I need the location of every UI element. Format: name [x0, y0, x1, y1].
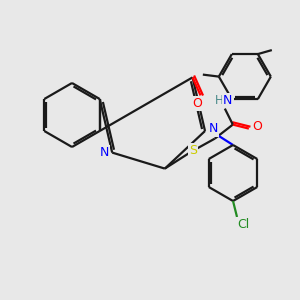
Text: O: O — [193, 97, 202, 110]
Text: O: O — [252, 120, 262, 133]
Text: Cl: Cl — [237, 218, 249, 232]
Text: N: N — [208, 122, 218, 136]
Text: S: S — [189, 144, 197, 157]
Text: N: N — [223, 94, 232, 107]
Text: H: H — [214, 94, 223, 107]
Text: N: N — [100, 146, 109, 159]
